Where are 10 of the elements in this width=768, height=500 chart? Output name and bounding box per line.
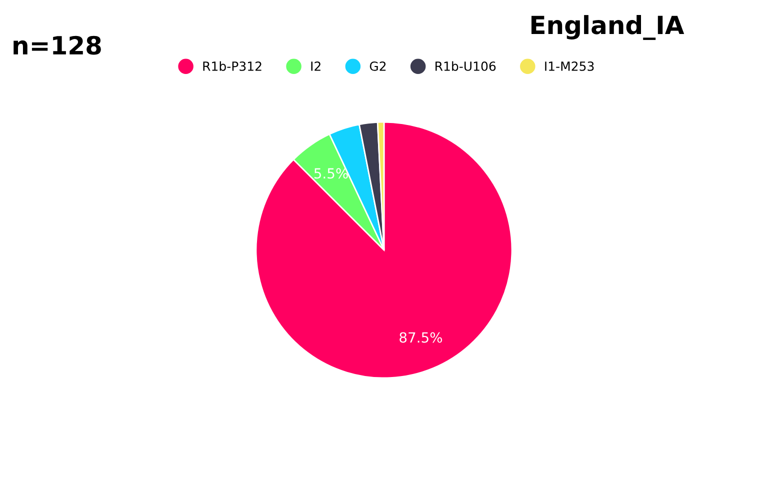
legend-label: I2 [311, 61, 320, 71]
legend-label: R1b-U106 [436, 61, 496, 71]
data-label: 87.5% [400, 332, 442, 343]
data-label: 5.5% [314, 168, 348, 179]
text: n=128 [14, 36, 101, 55]
legend-label: R1b-P312 [203, 61, 262, 71]
chart-title: England_IA [531, 15, 684, 40]
legend-label: I1-M253 [545, 61, 594, 71]
pie-slice [255, 121, 513, 379]
legend-label: G2 [370, 61, 386, 71]
